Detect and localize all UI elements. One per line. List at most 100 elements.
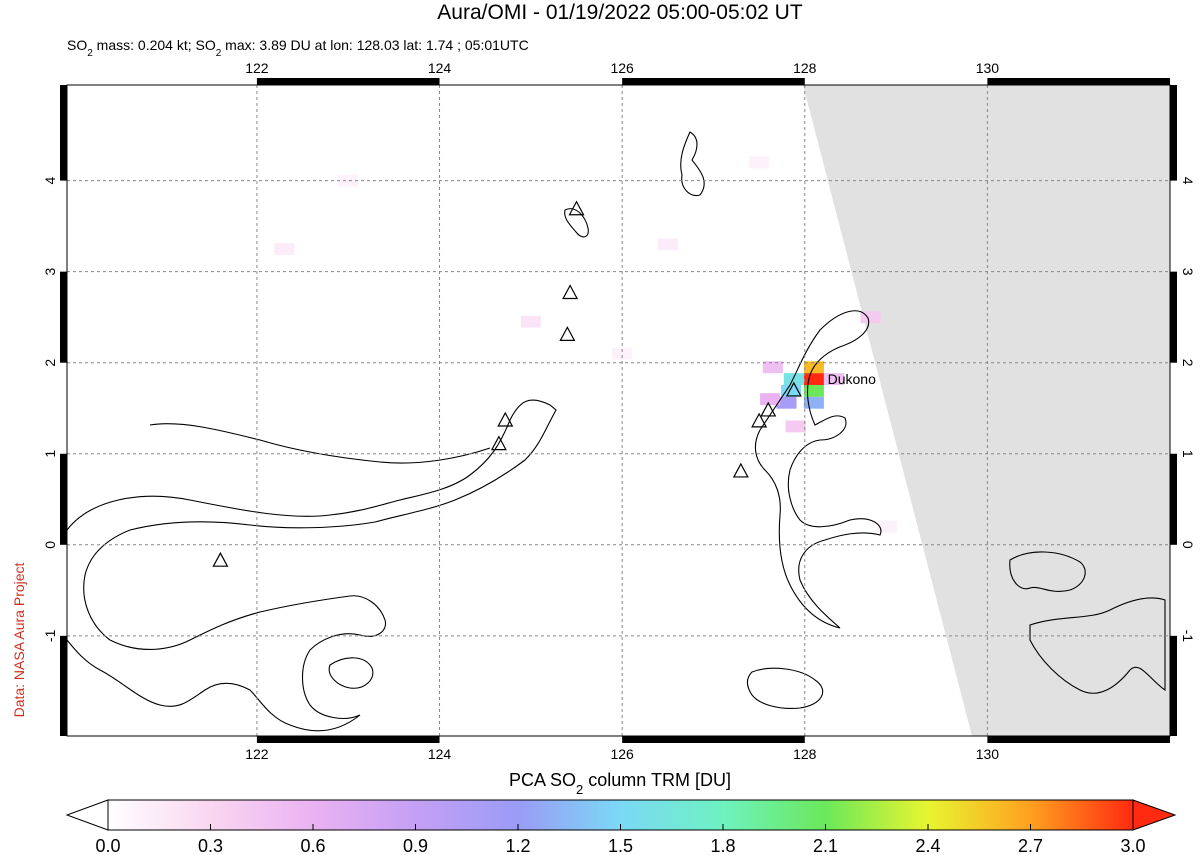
so2-cell bbox=[776, 396, 797, 409]
so2-cell bbox=[803, 385, 824, 397]
x-tick-label: 124 bbox=[428, 60, 452, 76]
y-tick-label: 0 bbox=[42, 541, 58, 549]
y-tick-label: 2 bbox=[42, 359, 58, 367]
frame-bar bbox=[1170, 453, 1177, 545]
frame-bar bbox=[987, 78, 1170, 85]
volcano bbox=[732, 462, 749, 478]
no-data-swath bbox=[803, 85, 1170, 736]
y-tick-label: 3 bbox=[42, 268, 58, 276]
frame-bar bbox=[1170, 635, 1177, 736]
colorbar-tick-label: 0.0 bbox=[95, 836, 120, 855]
volcano bbox=[562, 284, 579, 300]
so2-cell bbox=[781, 385, 802, 397]
y-tick-label: -1 bbox=[42, 629, 58, 642]
frame-bar bbox=[622, 78, 805, 85]
subscript: 2 bbox=[216, 48, 222, 59]
so2-cell bbox=[823, 373, 844, 386]
frame-bar bbox=[60, 271, 67, 363]
volcano bbox=[490, 435, 507, 451]
volcano bbox=[559, 326, 576, 341]
y-tick-label: -1 bbox=[1180, 630, 1196, 643]
colorbar-tick-label: 0.9 bbox=[403, 836, 428, 855]
so2-cell bbox=[612, 347, 633, 360]
map-subtitle: SO2 mass: 0.204 kt; SO2 max: 3.89 DU at … bbox=[67, 37, 529, 59]
so2-cell bbox=[760, 393, 781, 406]
colorbar-label: PCA SO2 column TRM [DU] bbox=[509, 770, 731, 797]
x-tick-label: 128 bbox=[793, 60, 817, 76]
y-tick-label: 3 bbox=[1180, 268, 1196, 276]
frame-bar bbox=[1170, 85, 1177, 181]
so2-cell bbox=[520, 315, 541, 328]
subscript: 2 bbox=[576, 782, 583, 797]
text-part: max: 3.89 DU at lon: 128.03 lat: 1.74 ; … bbox=[221, 37, 528, 53]
x-tick-label: 122 bbox=[245, 746, 269, 762]
text-part: column TRM [DU] bbox=[583, 770, 731, 790]
y-tick-label: 1 bbox=[42, 450, 58, 458]
colorbar: 0.0 0.3 0.6 0.9 1.2 1.5 1.8 2.1 2.4 2.7 3.0 bbox=[65, 799, 1177, 855]
graticule bbox=[67, 85, 1170, 736]
frame-bar bbox=[622, 736, 805, 743]
frame-bar bbox=[987, 736, 1170, 743]
y-tick-label: 4 bbox=[42, 176, 58, 184]
coastline bbox=[1009, 551, 1086, 592]
colorbar-tick-label: 2.1 bbox=[813, 836, 838, 855]
x-tick-label: 124 bbox=[428, 746, 452, 762]
so2-cell bbox=[803, 396, 824, 409]
colorbar-tick-label: 0.6 bbox=[300, 836, 325, 855]
colorbar-tick-label: 1.8 bbox=[710, 836, 735, 855]
y-tick-label: 0 bbox=[1180, 541, 1196, 549]
coastline bbox=[328, 657, 374, 689]
x-tick-label: 130 bbox=[976, 746, 1000, 762]
colorbar-over bbox=[1132, 799, 1177, 831]
volcano bbox=[497, 411, 514, 427]
volcano bbox=[212, 551, 229, 567]
x-tick-label: 126 bbox=[610, 746, 634, 762]
so2-cell bbox=[762, 361, 783, 374]
x-tick-label: 126 bbox=[610, 60, 634, 76]
frame-bar bbox=[60, 453, 67, 545]
coastline bbox=[564, 208, 589, 238]
frame-bar bbox=[1170, 271, 1177, 363]
volcanoes: Dukono bbox=[212, 200, 876, 567]
colorbar-tick-label: 2.7 bbox=[1018, 836, 1043, 855]
y-tick-label: 1 bbox=[1180, 450, 1196, 458]
volcano bbox=[785, 381, 802, 397]
volcano-label: Dukono bbox=[828, 371, 876, 387]
no-data-region bbox=[803, 85, 1170, 736]
coastline bbox=[680, 131, 705, 197]
so2-cell bbox=[338, 174, 359, 187]
text-part: mass: 0.204 kt; SO bbox=[93, 37, 216, 53]
colorbar-under bbox=[65, 799, 109, 831]
coastline bbox=[67, 399, 557, 732]
so2-cell bbox=[783, 373, 804, 386]
x-tick-label: 122 bbox=[245, 60, 269, 76]
coastline bbox=[754, 310, 882, 629]
frame-bar bbox=[256, 78, 440, 85]
so2-cell bbox=[860, 311, 881, 324]
so2-cell bbox=[803, 373, 824, 386]
so2-cell bbox=[749, 156, 770, 169]
y-tick-label: 2 bbox=[1180, 359, 1196, 367]
colorbar-tick-label: 2.4 bbox=[915, 836, 940, 855]
x-tick-label: 130 bbox=[976, 60, 1000, 76]
frame-bar bbox=[60, 85, 67, 181]
volcano bbox=[760, 401, 777, 417]
so2-cell bbox=[274, 242, 295, 255]
x-tick-label: 128 bbox=[793, 746, 817, 762]
so2-cell bbox=[876, 520, 897, 533]
so2-cell bbox=[785, 420, 806, 433]
text-part: PCA SO bbox=[509, 770, 576, 790]
colorbar-tick-label: 3.0 bbox=[1120, 836, 1145, 855]
credit: Data: NASA Aura Project bbox=[11, 562, 27, 717]
colorbar-tick-label: 1.5 bbox=[608, 836, 633, 855]
y-tick-label: 4 bbox=[1180, 177, 1196, 185]
so2-cell bbox=[657, 238, 678, 251]
map-title: Aura/OMI - 01/19/2022 05:00-05:02 UT bbox=[437, 1, 803, 24]
frame-bar bbox=[256, 736, 440, 743]
frame-border bbox=[66, 84, 1171, 737]
text-part: SO bbox=[67, 37, 87, 53]
volcano bbox=[751, 412, 768, 428]
volcano bbox=[568, 200, 585, 216]
